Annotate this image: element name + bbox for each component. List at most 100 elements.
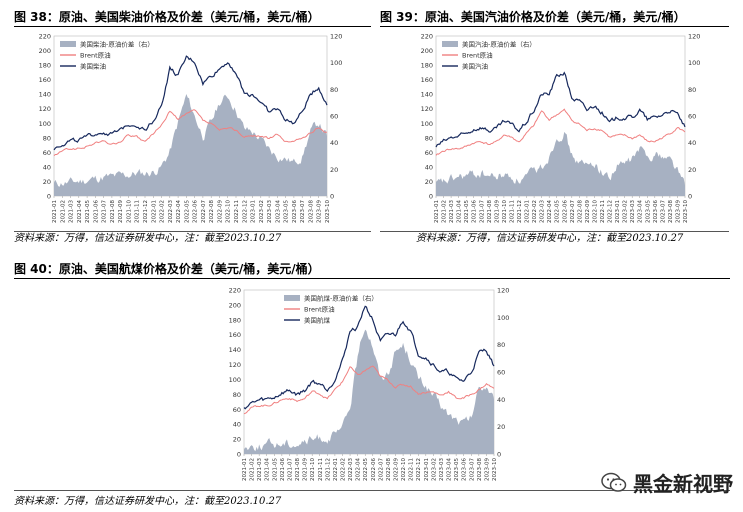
left-tick-label: 200 bbox=[229, 301, 241, 309]
x-tick-label: 2023-04 bbox=[447, 458, 453, 481]
legend-swatch-area bbox=[442, 41, 458, 47]
x-tick-label: 2021-01 bbox=[242, 458, 248, 481]
x-tick-label: 2021-01 bbox=[434, 200, 440, 223]
x-tick-label: 2022-11 bbox=[234, 200, 240, 223]
x-tick-label: 2023-03 bbox=[630, 200, 636, 223]
x-tick-label: 2023-02 bbox=[431, 458, 437, 481]
series-line-brent bbox=[435, 108, 686, 156]
x-tick-label: 2023-04 bbox=[638, 200, 644, 223]
x-tick-label: 2023-09 bbox=[675, 200, 681, 223]
left-tick-label: 80 bbox=[43, 134, 51, 142]
chart-jetfuel: 0 20 40 60 80 100 120 140 160 180 200 220 0 20 40 60 80 1… bbox=[224, 284, 520, 488]
x-tick-label: 2023-06 bbox=[462, 458, 468, 481]
right-tick-label: 20 bbox=[688, 166, 696, 174]
x-tick-label: 2021-12 bbox=[517, 200, 523, 223]
chart-title: 图 39：原油、美国汽油价格及价差（美元/桶，美元/桶） bbox=[380, 10, 686, 24]
left-tick-label: 200 bbox=[421, 47, 433, 55]
x-tick-label: 2022-12 bbox=[608, 200, 614, 223]
x-tick-label: 2022-01 bbox=[151, 200, 157, 223]
x-tick-label: 2022-07 bbox=[570, 200, 576, 223]
right-tick-label: 40 bbox=[688, 139, 696, 147]
x-tick-label: 2022-10 bbox=[401, 458, 407, 481]
watermark-text: 黑金新视野 bbox=[633, 472, 733, 496]
x-tick-label: 2021-04 bbox=[265, 458, 271, 481]
legend-label: 美国汽油-原油价差（右） bbox=[462, 40, 536, 49]
x-tick-label: 2021-10 bbox=[310, 458, 316, 481]
x-tick-label: 2022-11 bbox=[600, 200, 606, 223]
right-tick-label: 60 bbox=[497, 369, 505, 377]
x-tick-label: 2021-05 bbox=[272, 458, 278, 481]
left-tick-label: 0 bbox=[47, 193, 51, 201]
x-tick-label: 2021-04 bbox=[457, 200, 463, 223]
right-tick-label: 80 bbox=[330, 86, 338, 94]
x-tick-label: 2023-08 bbox=[477, 458, 483, 481]
source-rule bbox=[14, 231, 371, 232]
x-tick-label: 2022-04 bbox=[356, 458, 362, 481]
x-tick-label: 2022-10 bbox=[226, 200, 232, 223]
x-tick-label: 2022-02 bbox=[340, 458, 346, 481]
x-tick-label: 2022-05 bbox=[184, 200, 190, 223]
left-tick-label: 0 bbox=[237, 451, 241, 459]
x-tick-label: 2023-08 bbox=[668, 200, 674, 223]
x-tick-label: 2021-05 bbox=[464, 200, 470, 223]
x-tick-label: 2022-03 bbox=[348, 458, 354, 481]
x-tick-label: 2023-05 bbox=[645, 200, 651, 223]
x-tick-label: 2021-09 bbox=[303, 458, 309, 481]
left-tick-label: 100 bbox=[229, 376, 241, 384]
right-tick-label: 120 bbox=[330, 33, 342, 41]
x-tick-label: 2023-08 bbox=[308, 200, 314, 223]
x-tick-label: 2021-03 bbox=[449, 200, 455, 223]
x-tick-label: 2022-04 bbox=[176, 200, 182, 223]
legend-label: Brent原油 bbox=[80, 51, 111, 60]
legend-swatch-area bbox=[60, 41, 76, 47]
chart-title: 图 40：原油、美国航煤价格及价差（美元/桶，美元/桶） bbox=[14, 262, 320, 276]
left-tick-label: 60 bbox=[43, 149, 51, 157]
x-tick-label: 2021-10 bbox=[126, 200, 132, 223]
source-note: 资料来源：万得，信达证券研发中心，注：截至2023.10.27 bbox=[14, 233, 282, 244]
chart-svg: 0 20 40 60 80 100 120 140 160 180 200 220 0 20 40 60 80 1… bbox=[421, 33, 701, 223]
x-tick-label: 2023-03 bbox=[267, 200, 273, 223]
source-rule bbox=[380, 231, 729, 232]
x-tick-label: 2021-08 bbox=[487, 200, 493, 223]
x-tick-label: 2022-02 bbox=[532, 200, 538, 223]
x-tick-label: 2023-09 bbox=[484, 458, 490, 481]
x-tick-label: 2021-12 bbox=[325, 458, 331, 481]
x-tick-label: 2021-12 bbox=[143, 200, 149, 223]
left-tick-label: 120 bbox=[421, 105, 433, 113]
left-tick-label: 160 bbox=[421, 76, 433, 84]
x-tick-label: 2021-07 bbox=[287, 458, 293, 481]
legend-label: 美国航煤-原油价差（右） bbox=[304, 294, 378, 303]
x-tick-label: 2023-06 bbox=[292, 200, 298, 223]
x-tick-label: 2022-08 bbox=[209, 200, 215, 223]
x-tick-label: 2021-11 bbox=[509, 200, 515, 223]
left-tick-label: 100 bbox=[421, 120, 433, 128]
legend-label: 美国柴油-原油价差（右） bbox=[80, 40, 154, 49]
x-tick-label: 2023-07 bbox=[300, 200, 306, 223]
x-tick-label: 2021-07 bbox=[479, 200, 485, 223]
left-tick-label: 100 bbox=[39, 120, 51, 128]
x-tick-label: 2023-10 bbox=[492, 458, 498, 481]
left-tick-label: 140 bbox=[421, 91, 433, 99]
x-tick-label: 2022-12 bbox=[242, 200, 248, 223]
x-tick-label: 2021-03 bbox=[257, 458, 263, 481]
watermark: 黑金新视野 bbox=[601, 468, 733, 497]
legend-label: 美国航煤 bbox=[304, 316, 331, 325]
legend-label: 美国柴油 bbox=[80, 62, 106, 71]
right-tick-label: 40 bbox=[330, 139, 338, 147]
x-tick-label: 2021-09 bbox=[494, 200, 500, 223]
left-tick-label: 0 bbox=[429, 193, 433, 201]
x-tick-label: 2022-03 bbox=[168, 200, 174, 223]
chart-svg: 0 20 40 60 80 100 120 140 160 180 200 220 0 20 40 60 80 1… bbox=[229, 287, 510, 481]
x-tick-label: 2022-04 bbox=[547, 200, 553, 223]
right-tick-label: 60 bbox=[688, 113, 696, 121]
x-tick-label: 2021-11 bbox=[318, 458, 324, 481]
x-tick-label: 2021-02 bbox=[60, 200, 66, 223]
title-rule bbox=[380, 26, 729, 27]
wechat-icon bbox=[601, 472, 627, 492]
x-tick-label: 2022-12 bbox=[416, 458, 422, 481]
left-tick-label: 60 bbox=[233, 406, 241, 414]
left-tick-label: 220 bbox=[229, 287, 241, 295]
x-tick-label: 2021-10 bbox=[502, 200, 508, 223]
x-tick-label: 2023-02 bbox=[259, 200, 265, 223]
x-tick-label: 2021-02 bbox=[250, 458, 256, 481]
